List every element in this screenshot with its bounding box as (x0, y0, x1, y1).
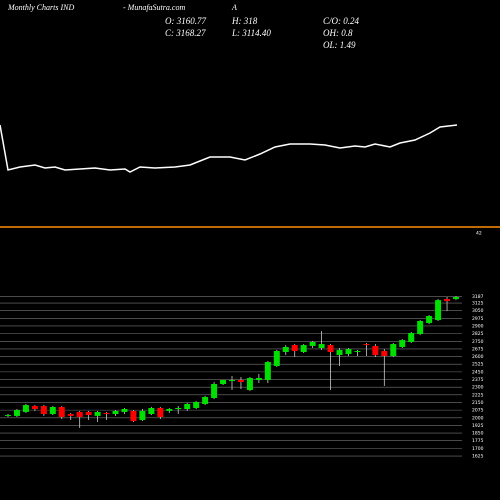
oh-stat: OH: 0.8 (323, 28, 353, 38)
candle-body (345, 349, 352, 355)
y-tick-label: 1775 (472, 438, 484, 444)
y-tick-label: 2825 (472, 331, 484, 337)
y-tick-label: 2225 (472, 392, 484, 398)
candle-body (49, 406, 56, 415)
candle-body (184, 404, 191, 410)
open-stat: O: 3160.77 (165, 16, 206, 26)
candle-body (148, 407, 155, 415)
candle-body (318, 344, 325, 349)
y-tick-label: 2675 (472, 346, 484, 352)
y-tick-label: 2900 (472, 323, 484, 329)
low-stat: L: 3114.40 (231, 28, 271, 38)
candle-body (157, 407, 164, 417)
y-tick-label: 2750 (472, 339, 484, 345)
symbol: A (231, 3, 237, 12)
candle-body (435, 300, 442, 321)
candle-body (202, 396, 209, 405)
candle-body (255, 378, 262, 381)
candle-body (390, 344, 397, 356)
y-tick-label: 2975 (472, 316, 484, 322)
candle-body (426, 315, 433, 324)
y-tick-label: 2150 (472, 400, 484, 406)
candle-body (327, 345, 334, 352)
candle-body (5, 414, 11, 416)
candle-body (40, 406, 47, 415)
y-tick-label: 1625 (472, 454, 484, 460)
y-tick-label: 3187 (472, 294, 484, 300)
y-tick-label: 2450 (472, 369, 484, 375)
y-tick-label: 1700 (472, 446, 484, 452)
candle-body (112, 410, 119, 415)
chart-title: Monthly Charts IND (7, 3, 74, 12)
y-tick-label: 3050 (472, 308, 484, 314)
candle-body (211, 384, 218, 398)
candle-body (372, 345, 379, 356)
candle-body (13, 410, 20, 416)
candle-body (220, 380, 227, 385)
y-tick-label: 2375 (472, 377, 484, 383)
candle-body (291, 345, 298, 351)
candle-body (363, 344, 370, 346)
ol-stat: OL: 1.49 (323, 40, 356, 50)
candle-body (237, 380, 244, 382)
y-tick-label: 2600 (472, 354, 484, 360)
y-tick-label: 2000 (472, 415, 484, 421)
candle-body (139, 410, 146, 421)
y-tick-label: 1850 (472, 431, 484, 437)
candle-body (22, 405, 29, 412)
candle-body (273, 350, 280, 366)
candle-body (444, 299, 451, 302)
level-label: 42 (476, 231, 482, 237)
y-tick-label: 1925 (472, 423, 484, 429)
candle-body (264, 361, 271, 381)
candle-body (67, 414, 74, 416)
candle-body (193, 401, 200, 408)
site-name: - MunafaSutra.com (123, 3, 185, 12)
candle-body (175, 407, 182, 410)
candle-body (417, 320, 424, 335)
y-tick-label: 2300 (472, 385, 484, 391)
y-tick-label: 3125 (472, 301, 484, 307)
candle-body (408, 333, 415, 342)
candle-body (121, 409, 128, 412)
candle-body (85, 411, 92, 416)
candle-body (166, 409, 173, 411)
candle-body (246, 378, 253, 391)
indicator-line (0, 124, 458, 173)
candle-body (453, 297, 459, 300)
high-stat: H: 318 (231, 16, 258, 26)
co-stat: C/O: 0.24 (323, 16, 360, 26)
candle-body (381, 350, 388, 356)
y-tick-label: 2525 (472, 362, 484, 368)
candle-body (76, 411, 83, 417)
close-stat: C: 3168.27 (165, 28, 206, 38)
candle-body (103, 412, 110, 415)
candle-body (300, 345, 307, 352)
candle-body (282, 346, 289, 352)
candle-body (336, 349, 343, 356)
candle-body (31, 406, 38, 410)
candle-body (354, 350, 361, 352)
candle-body (399, 340, 406, 347)
candle-body (58, 406, 65, 417)
y-tick-label: 2075 (472, 408, 484, 414)
candle-body (309, 341, 316, 346)
candle-body (130, 410, 137, 422)
candle-body (229, 380, 235, 382)
candle-body (94, 411, 101, 416)
